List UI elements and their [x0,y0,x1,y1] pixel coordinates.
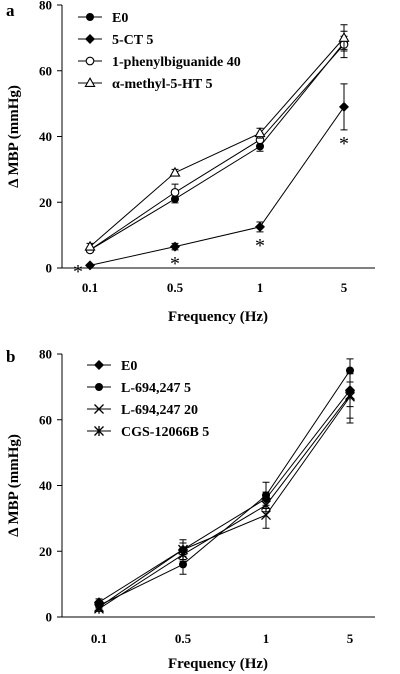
legend-label: L-694,247 20 [121,403,198,418]
significance-asterisk: * [73,261,83,283]
legend-marker [85,56,95,66]
chart-panel-b: b 0 20 40 60 80 0.1 0.5 1 5 Frequency (Hz) Δ MBP (m… [6,347,375,672]
significance-asterisk: * [170,253,180,275]
y-axis-label: Δ MBP (mmHg) [6,85,22,188]
y-tick-label: 40 [39,478,52,493]
y-axis-label: Δ MBP (mmHg) [6,434,22,537]
data-point [170,188,180,197]
legend-marker [94,426,104,436]
y-tick-label: 60 [39,63,52,78]
legend-label: E0 [112,11,128,26]
x-tick-label: 0.1 [91,631,107,646]
legend-marker [85,34,95,44]
y-tick-label: 80 [39,347,52,362]
x-tick-label: 5 [341,280,348,295]
series-2 [85,83,349,271]
y-tick-label: 0 [46,610,53,625]
x-tick-label: 1 [257,280,264,295]
data-point [254,127,266,138]
legend-label: E0 [121,359,137,374]
data-point [84,240,96,251]
data-point [255,221,265,232]
panel-label: b [6,347,15,366]
x-tick-label: 0.5 [175,631,192,646]
series-4 [84,24,350,251]
significance-asterisk: * [255,235,265,257]
series-line [89,106,345,266]
data-point [179,560,187,569]
y-tick-label: 20 [39,544,52,559]
significance-asterisk: * [339,133,349,155]
x-tick-label: 1 [263,631,270,646]
data-point [262,491,270,500]
series-line [98,389,351,603]
y-tick-label: 60 [39,412,52,427]
data-point [345,390,355,401]
panel-label: a [6,1,15,20]
series-line [89,42,345,251]
x-tick-label: 5 [347,631,354,646]
x-tick-label: 0.1 [82,280,98,295]
legend-marker [86,13,94,21]
series-2 [95,358,354,610]
x-axis-label: Frequency (Hz) [168,309,268,325]
y-tick-label: 20 [39,195,52,210]
series-line [89,37,345,248]
legend: E0 L-694,247 5 L-694,247 20 CGS-12066B 5 [87,359,209,440]
data-point [178,549,188,560]
data-point [169,166,181,177]
series-line [98,396,351,608]
data-point [339,101,349,112]
y-tick-label: 0 [46,261,53,276]
series-line [89,44,345,251]
y-tick-label: 80 [39,0,52,13]
data-point [94,603,104,614]
legend-marker [95,383,103,391]
legend-label: 1-phenylbiguanide 40 [112,55,241,70]
legend-label: α-methyl-5-HT 5 [112,77,213,92]
x-axis-label: Frequency (Hz) [168,656,268,672]
data-point [170,241,180,252]
series-4 [94,371,355,614]
legend-marker [94,360,104,370]
legend-label: 5-CT 5 [112,33,153,48]
legend: E0 5-CT 5 1-phenylbiguanide 40 α-methyl-5-H… [78,11,241,92]
chart-panel-a: a 0 20 40 60 80 0.1 0.5 1 5 Frequency (Hz) Δ MBP (m… [6,0,375,325]
legend-label: L-694,247 5 [121,381,191,396]
legend-marker [94,404,104,414]
legend-label: CGS-12066B 5 [121,425,209,440]
data-point [261,500,271,511]
x-tick-label: 0.5 [167,280,184,295]
data-point [338,31,350,42]
y-tick-label: 40 [39,129,52,144]
legend-marker [84,77,96,87]
series-line [98,394,351,610]
data-point [85,260,95,271]
